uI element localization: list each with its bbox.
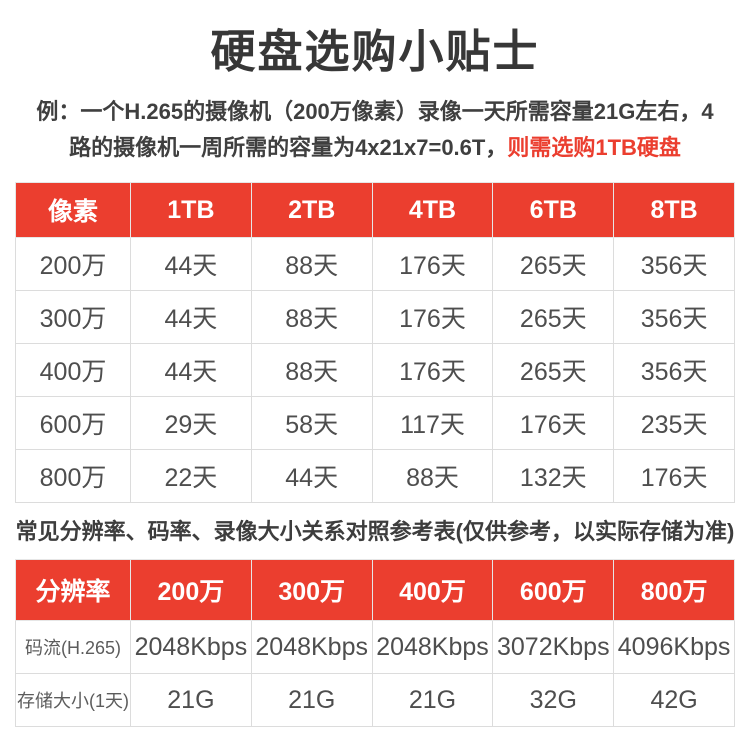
cell: 4096Kbps <box>613 620 735 674</box>
cell: 2048Kbps <box>130 620 252 674</box>
cell: 21G <box>371 673 494 727</box>
capacity-table-header-row: 像素 1TB 2TB 4TB 6TB 8TB <box>15 182 735 238</box>
reference-header-400w: 400万 <box>371 559 494 621</box>
cell: 235天 <box>613 396 735 450</box>
reference-table: 分辨率 200万 300万 400万 600万 800万 码流(H.265) 2… <box>15 559 735 727</box>
cell: 176天 <box>371 290 494 344</box>
table-row: 600万 29天 58天 117天 176天 235天 <box>15 396 735 450</box>
cell: 356天 <box>613 290 735 344</box>
cell: 300万 <box>15 290 131 344</box>
cell: 2048Kbps <box>371 620 494 674</box>
table-row: 800万 22天 44天 88天 132天 176天 <box>15 449 735 503</box>
cell: 356天 <box>613 237 735 291</box>
capacity-table: 像素 1TB 2TB 4TB 6TB 8TB 200万 44天 88天 176天… <box>15 182 735 503</box>
cell: 44天 <box>130 290 252 344</box>
cell: 117天 <box>371 396 494 450</box>
capacity-header-8tb: 8TB <box>613 182 735 238</box>
capacity-header-6tb: 6TB <box>492 182 615 238</box>
cell: 21G <box>130 673 252 727</box>
table-row: 200万 44天 88天 176天 265天 356天 <box>15 237 735 291</box>
cell: 356天 <box>613 343 735 397</box>
page-title: 硬盘选购小贴士 <box>210 26 540 77</box>
capacity-header-2tb: 2TB <box>250 182 373 238</box>
cell: 200万 <box>15 237 131 291</box>
table-row: 300万 44天 88天 176天 265天 356天 <box>15 290 735 344</box>
cell: 176天 <box>492 396 615 450</box>
example-line-2: 路的摄像机一周所需的容量为4x21x7=0.6T，则需选购1TB硬盘 <box>19 130 731 166</box>
reference-header-200w: 200万 <box>130 559 252 621</box>
cell: 88天 <box>371 449 494 503</box>
cell: 88天 <box>250 237 373 291</box>
cell: 29天 <box>130 396 252 450</box>
table-row: 码流(H.265) 2048Kbps 2048Kbps 2048Kbps 307… <box>15 620 735 674</box>
example-line-2-highlight: 则需选购1TB硬盘 <box>507 135 681 160</box>
cell: 58天 <box>250 396 373 450</box>
reference-header-600w: 600万 <box>492 559 615 621</box>
cell: 44天 <box>130 343 252 397</box>
cell: 265天 <box>492 290 615 344</box>
reference-header-800w: 800万 <box>613 559 735 621</box>
cell: 32G <box>492 673 615 727</box>
reference-caption: 常见分辨率、码率、录像大小关系对照参考表(仅供参考，以实际存储为准) <box>15 519 735 544</box>
cell: 176天 <box>371 237 494 291</box>
cell: 800万 <box>15 449 131 503</box>
cell: 88天 <box>250 343 373 397</box>
example-line-1: 例：一个H.265的摄像机（200万像素）录像一天所需容量21G左右，4 <box>36 99 714 124</box>
cell: 265天 <box>492 343 615 397</box>
cell: 400万 <box>15 343 131 397</box>
cell: 22天 <box>130 449 252 503</box>
reference-header-resolution: 分辨率 <box>15 559 131 621</box>
cell: 176天 <box>371 343 494 397</box>
capacity-header-1tb: 1TB <box>130 182 252 238</box>
table-row: 存储大小(1天) 21G 21G 21G 32G 42G <box>15 673 735 727</box>
example-line-2-normal: 路的摄像机一周所需的容量为4x21x7=0.6T， <box>69 135 508 160</box>
table-row: 400万 44天 88天 176天 265天 356天 <box>15 343 735 397</box>
row-label-bitrate: 码流(H.265) <box>15 620 131 674</box>
capacity-header-pixels: 像素 <box>15 182 131 238</box>
example-paragraph: 例：一个H.265的摄像机（200万像素）录像一天所需容量21G左右，4 路的摄… <box>19 94 731 166</box>
capacity-header-4tb: 4TB <box>371 182 494 238</box>
cell: 265天 <box>492 237 615 291</box>
reference-header-300w: 300万 <box>250 559 373 621</box>
cell: 44天 <box>250 449 373 503</box>
cell: 2048Kbps <box>250 620 373 674</box>
cell: 132天 <box>492 449 615 503</box>
cell: 42G <box>613 673 735 727</box>
row-label-storage: 存储大小(1天) <box>15 673 131 727</box>
cell: 600万 <box>15 396 131 450</box>
cell: 3072Kbps <box>492 620 615 674</box>
cell: 88天 <box>250 290 373 344</box>
cell: 44天 <box>130 237 252 291</box>
cell: 176天 <box>613 449 735 503</box>
reference-table-header-row: 分辨率 200万 300万 400万 600万 800万 <box>15 559 735 621</box>
cell: 21G <box>250 673 373 727</box>
